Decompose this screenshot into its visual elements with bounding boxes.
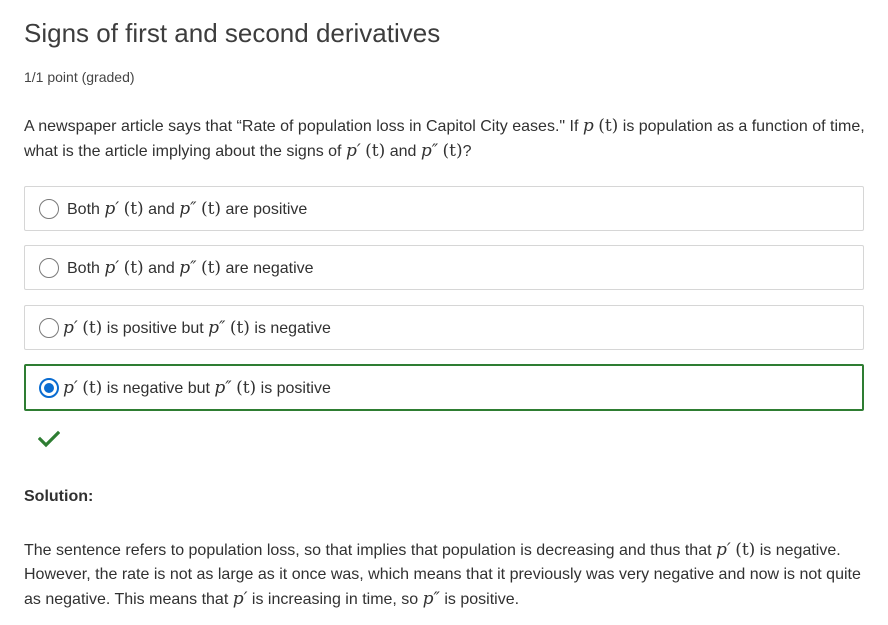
radio-button[interactable] — [39, 198, 59, 219]
math-t: (t) — [365, 141, 386, 161]
solution-label: Solution: — [24, 488, 94, 505]
math-p: p — [582, 116, 594, 136]
answer-option-1[interactable]: Both p′ (t) and p″ (t) are positive — [24, 186, 864, 231]
question-part: is population as a function of time, wha… — [24, 118, 865, 160]
math-p-double-prime: p″ — [420, 141, 439, 161]
question-text: A newspaper article says that “Rate of p… — [24, 114, 869, 164]
question-part: and — [385, 143, 421, 160]
question-part: A newspaper article says that “Rate of p… — [24, 118, 583, 135]
question-part: ? — [462, 143, 472, 160]
points-label: 1/1 point (graded) — [24, 69, 135, 85]
math-p-prime: p′ — [345, 141, 361, 161]
answer-option-2[interactable]: Both p′ (t) and p″ (t) are negative — [24, 245, 864, 290]
problem-title: Signs of first and second derivatives — [24, 18, 441, 48]
checkmark-icon — [37, 430, 61, 453]
answer-option-4[interactable]: p′ (t) is negative but p″ (t) is positiv… — [24, 364, 864, 411]
radio-button-selected[interactable] — [39, 377, 59, 398]
option-label: Both p′ (t) and p″ (t) are negative — [67, 257, 314, 278]
option-label: p′ (t) is negative but p″ (t) is positiv… — [63, 377, 331, 398]
radio-button[interactable] — [39, 257, 59, 278]
option-label: Both p′ (t) and p″ (t) are positive — [67, 198, 308, 219]
solution-text: The sentence refers to population loss, … — [24, 540, 861, 609]
option-label: p′ (t) is positive but p″ (t) is negativ… — [63, 317, 331, 338]
math-t: (t) — [442, 141, 463, 161]
radio-button[interactable] — [39, 317, 59, 338]
math-t: (t) — [598, 116, 619, 136]
answer-option-3[interactable]: p′ (t) is positive but p″ (t) is negativ… — [24, 305, 864, 350]
